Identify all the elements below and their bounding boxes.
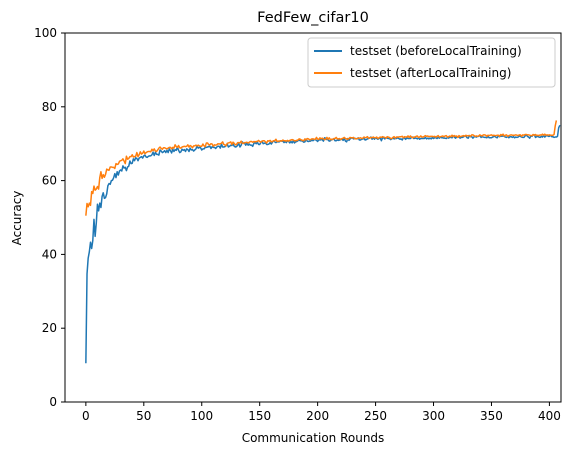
y-axis-label: Accuracy — [10, 191, 24, 246]
x-tick-label: 400 — [538, 409, 561, 423]
y-tick-label: 80 — [42, 100, 57, 114]
legend-label-1: testset (afterLocalTraining) — [350, 66, 511, 80]
x-tick-label: 200 — [306, 409, 329, 423]
y-axis: 0 20 40 60 80 100 — [34, 26, 65, 409]
x-tick-label: 300 — [422, 409, 445, 423]
y-tick-label: 100 — [34, 26, 57, 40]
legend-label-0: testset (beforeLocalTraining) — [350, 44, 522, 58]
x-tick-label: 250 — [364, 409, 387, 423]
x-axis: 0 50 100 150 200 250 300 350 400 — [82, 402, 561, 423]
x-tick-label: 150 — [248, 409, 271, 423]
y-tick-label: 40 — [42, 247, 57, 261]
y-tick-label: 60 — [42, 174, 57, 188]
x-tick-label: 100 — [190, 409, 213, 423]
series-line-1 — [85, 120, 558, 216]
chart-title: FedFew_cifar10 — [257, 10, 369, 26]
y-tick-label: 20 — [42, 321, 57, 335]
series-line-0 — [85, 124, 561, 364]
x-tick-label: 50 — [136, 409, 151, 423]
lines-layer — [85, 120, 561, 364]
legend-box — [307, 37, 556, 88]
x-tick-label: 350 — [480, 409, 503, 423]
legend: testset (beforeLocalTraining) testset (af… — [307, 37, 556, 88]
plot-frame — [64, 32, 562, 403]
y-tick-label: 0 — [49, 395, 57, 409]
x-axis-label: Communication Rounds — [242, 431, 385, 445]
x-tick-label: 0 — [82, 409, 90, 423]
